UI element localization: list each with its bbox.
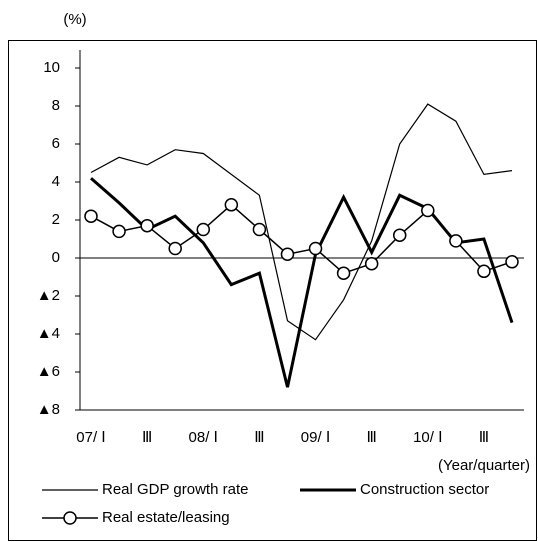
point	[392, 228, 407, 242]
y-tick-label: ▲6	[37, 363, 60, 380]
point	[449, 234, 463, 248]
legend-label: Real estate/leasing	[102, 509, 230, 526]
point	[252, 222, 267, 237]
point	[308, 241, 323, 256]
y-tick-label: 4	[52, 173, 60, 190]
x-tick-label: 08/ Ⅰ	[189, 429, 218, 446]
point	[140, 218, 154, 233]
legend-marker	[63, 511, 77, 525]
point	[421, 203, 435, 218]
legend-label: Real GDP growth rate	[102, 481, 248, 498]
x-tick-label: Ⅲ	[366, 429, 376, 446]
y-tick-label: 10	[43, 59, 60, 76]
legend-label: Construction sector	[360, 481, 489, 498]
x-tick-label: 07/ Ⅰ	[76, 429, 105, 446]
y-axis-label: (%)	[63, 11, 86, 28]
series-line	[90, 177, 514, 388]
x-tick-label: 09/ Ⅰ	[301, 429, 330, 446]
point	[196, 222, 211, 237]
x-tick-label: Ⅲ	[479, 429, 489, 446]
x-tick-label: 10/ Ⅰ	[413, 429, 442, 446]
y-tick-label: 2	[52, 211, 60, 228]
point	[505, 255, 519, 269]
point	[224, 198, 239, 212]
point	[477, 264, 491, 279]
x-tick-label: Ⅲ	[254, 429, 264, 446]
series-line	[90, 203, 513, 275]
y-tick-label: ▲4	[37, 325, 60, 342]
point	[364, 256, 379, 271]
series-line	[90, 103, 513, 341]
point	[280, 247, 295, 261]
y-tick-label: 8	[52, 97, 60, 114]
y-tick-label: 6	[52, 135, 60, 152]
point	[84, 209, 98, 223]
y-tick-label: 0	[52, 249, 60, 266]
x-tick-label: Ⅲ	[142, 429, 152, 446]
point	[112, 224, 126, 239]
frame	[8, 40, 537, 541]
y-tick-label: ▲2	[37, 287, 60, 304]
x-axis-label: (Year/quarter)	[438, 457, 530, 474]
point	[336, 266, 351, 280]
y-tick-label: ▲8	[37, 401, 60, 418]
point	[168, 241, 182, 256]
